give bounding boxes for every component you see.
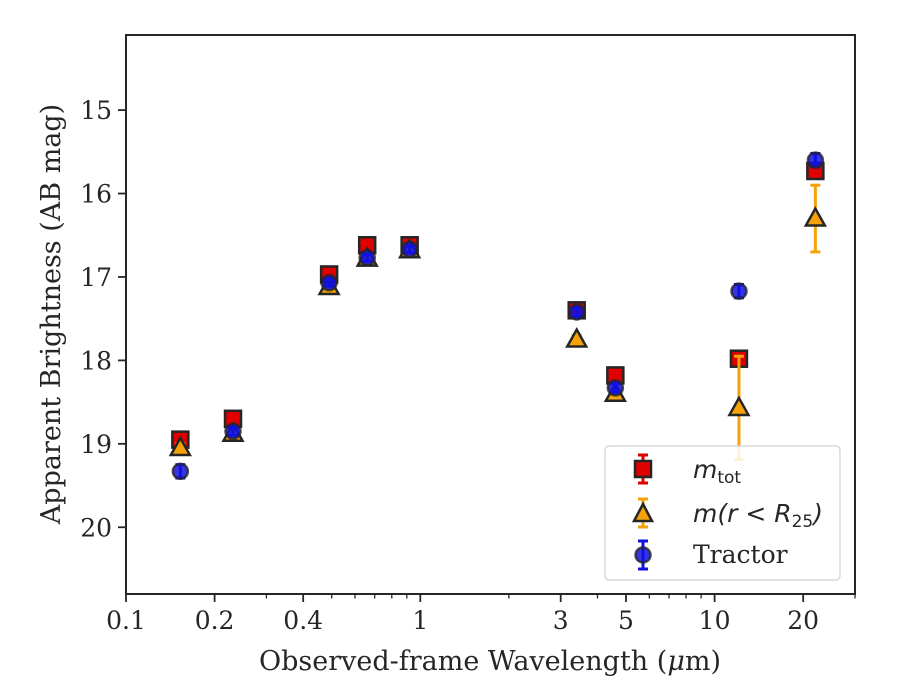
legend-mtot-marker	[633, 459, 653, 479]
series-2	[171, 151, 825, 481]
legend-mtot-sub: tot	[717, 468, 741, 488]
legend-mtot-symbol: m	[693, 455, 717, 484]
data-markers	[168, 151, 827, 481]
y-tick-label-3: 18	[80, 346, 112, 375]
x-axis-label: Observed-frame Wavelength (μm)	[259, 646, 721, 677]
series-2-point-1	[224, 422, 242, 441]
x-tick-label-2: 0.4	[283, 606, 323, 635]
legend-mr25-symbol: m(r < R	[693, 499, 792, 528]
legend-tractor-label: Tractor	[693, 540, 788, 569]
series-2-point-4	[400, 240, 419, 259]
x-axis-label-unit-rest: m)	[685, 646, 721, 677]
y-tick-label-4: 19	[80, 430, 112, 459]
x-tick-label-1: 0.2	[195, 606, 235, 635]
y-axis-label: Apparent Brightness (AB mag)	[36, 104, 67, 525]
x-tick-label-6: 10	[699, 606, 731, 635]
legend-entry-tractor: Tractor	[634, 539, 788, 571]
x-tick-label-0: 0.1	[106, 606, 146, 635]
plot-frame	[125, 34, 856, 595]
legend-mr25-label: m(r < R25)	[693, 499, 823, 532]
x-tick-label-4: 3	[553, 606, 569, 635]
series-1-point-0	[168, 435, 192, 457]
legend-mr25-sub: 25	[792, 512, 814, 532]
y-tick-label-2: 17	[80, 263, 112, 292]
series-2-point-3	[358, 249, 376, 267]
legend-mr25-close: )	[811, 499, 823, 528]
x-tick-label-5: 5	[618, 606, 634, 635]
series-2-point-6	[606, 379, 625, 397]
series-2-point-5	[567, 303, 586, 321]
x-tick-label-7: 20	[787, 606, 819, 635]
series-1-point-8	[803, 205, 827, 227]
series-1-point-5	[565, 326, 589, 348]
legend-entry-mtot: mtot	[633, 453, 741, 488]
legend-mr25-marker	[631, 501, 655, 523]
series-1-point-7	[727, 395, 751, 417]
legend-tractor-marker	[634, 546, 652, 564]
x-tick-label-3: 1	[412, 606, 428, 635]
legend-entry-mr25: m(r < R25)	[631, 497, 823, 532]
axis-ticks: 0.1 0.2 0.4 1 3 5 10 20 15 16 17 18 19 20	[80, 96, 856, 635]
y-tick-label-1: 16	[80, 180, 112, 209]
legend: mtot m(r < R25) Tractor	[604, 445, 841, 581]
y-tick-label-5: 20	[80, 513, 112, 542]
series-2-point-8	[806, 151, 825, 169]
y-tick-label-0: 15	[80, 96, 112, 125]
legend-mtot-label: mtot	[693, 455, 741, 488]
legend-box	[604, 445, 841, 581]
series-2-point-0	[171, 462, 190, 481]
x-axis-label-unit-italic: μ	[667, 646, 685, 677]
series-2-point-7	[730, 282, 748, 300]
x-axis-label-main: Observed-frame Wavelength (	[259, 646, 667, 677]
series-2-point-2	[320, 274, 338, 292]
